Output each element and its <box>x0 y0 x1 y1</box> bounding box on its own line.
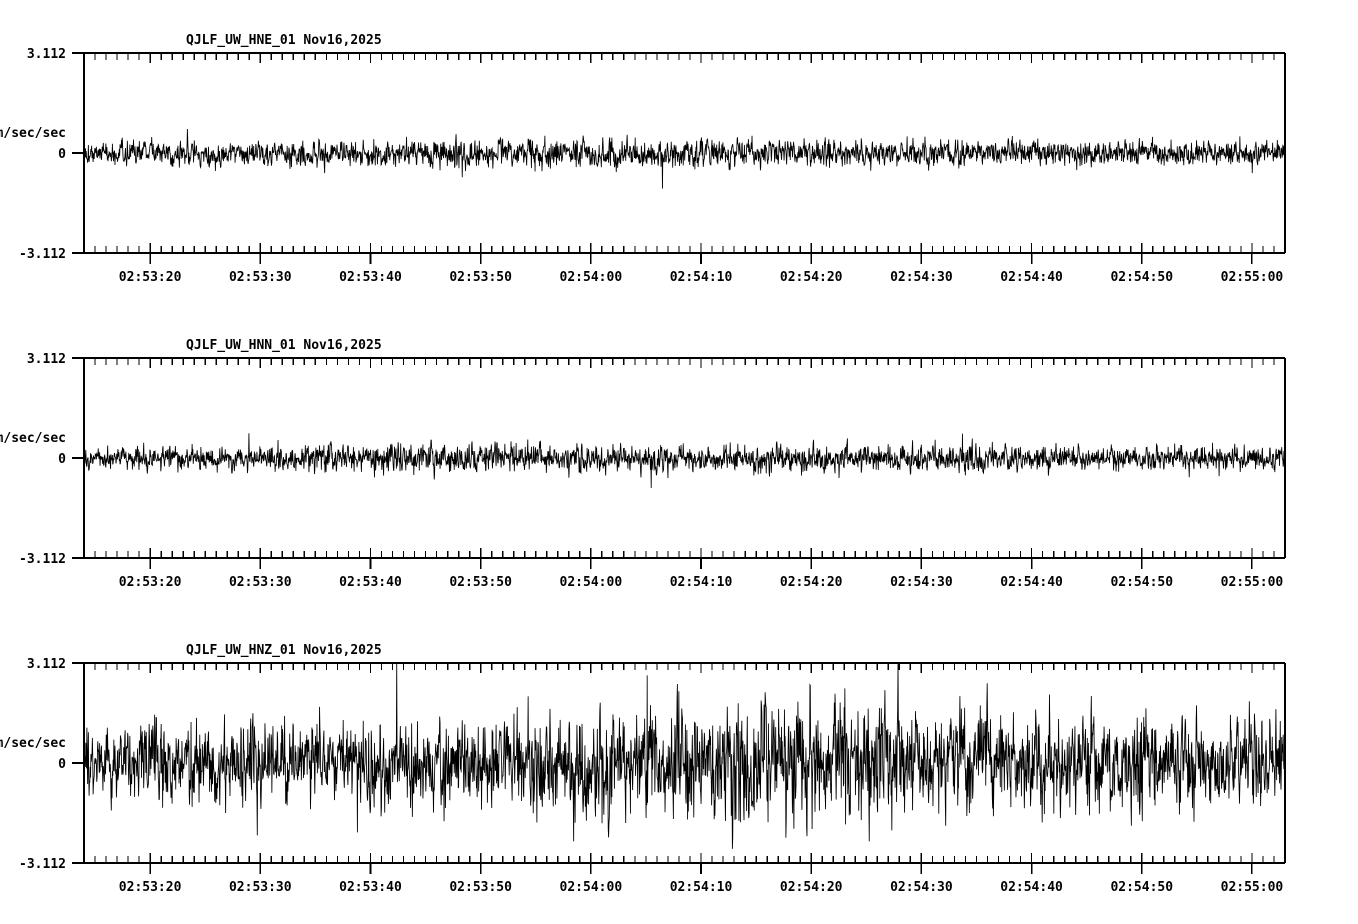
x-tick-label: 02:54:50 <box>1110 575 1173 590</box>
x-tick-label: 02:54:30 <box>890 575 953 590</box>
x-tick-label: 02:54:00 <box>560 270 623 285</box>
x-minor-ticks <box>83 358 1286 558</box>
trace-plot-hne: QJLF_UW_HNE_01 Nov16,2025 02:53:20 02:53:3… <box>0 33 1286 285</box>
x-major-ticks: 02:53:20 02:53:30 02:53:40 02:53:50 02:54:00… <box>119 863 1284 895</box>
x-tick-label: 02:53:30 <box>229 880 292 895</box>
x-minor-ticks <box>83 663 1286 863</box>
trace-title-hnn: QJLF_UW_HNN_01 Nov16,2025 <box>186 338 382 353</box>
y-axis-unit-label: cm/sec/sec <box>0 736 66 751</box>
x-tick-label: 02:53:40 <box>339 880 402 895</box>
x-tick-label: 02:53:30 <box>229 575 292 590</box>
waveform-trace-hnz <box>83 662 1286 849</box>
y-axis-unit-label: cm/sec/sec <box>0 431 66 446</box>
x-tick-label: 02:53:50 <box>449 880 512 895</box>
trace-panel-1: QJLF_UW_HNN_01 Nov16,2025 02:53:20 02:53:3… <box>0 305 1358 610</box>
y-tick-min-label: -3.112 <box>19 552 66 567</box>
trace-panel-0: QJLF_UW_HNE_01 Nov16,2025 02:53:20 02:53:3… <box>0 0 1358 305</box>
y-tick-zero-label: 0 <box>58 147 66 162</box>
x-tick-label: 02:54:40 <box>1000 880 1063 895</box>
y-tick-max-label: 3.112 <box>27 657 66 672</box>
waveform-trace-hne <box>83 128 1286 189</box>
trace-plot-hnz: QJLF_UW_HNZ_01 Nov16,2025 02:53:20 02:53:3… <box>0 643 1286 895</box>
x-tick-label: 02:54:10 <box>670 575 733 590</box>
y-tick-max-label: 3.112 <box>27 47 66 62</box>
x-tick-label: 02:54:20 <box>780 575 843 590</box>
waveform-trace-hnn <box>83 433 1286 488</box>
x-tick-label: 02:54:10 <box>670 880 733 895</box>
x-tick-label: 02:54:30 <box>890 270 953 285</box>
x-major-ticks: 02:53:20 02:53:30 02:53:40 02:53:50 02:54:00… <box>119 253 1284 285</box>
x-minor-ticks <box>83 53 1286 253</box>
x-tick-label: 02:54:00 <box>560 880 623 895</box>
x-tick-label: 02:54:40 <box>1000 270 1063 285</box>
x-tick-label: 02:55:00 <box>1221 270 1284 285</box>
x-tick-label: 02:55:00 <box>1221 575 1284 590</box>
trace-title-hne: QJLF_UW_HNE_01 Nov16,2025 <box>186 33 382 48</box>
x-tick-label: 02:53:20 <box>119 880 182 895</box>
trace-plot-hnn: QJLF_UW_HNN_01 Nov16,2025 02:53:20 02:53:3… <box>0 338 1286 590</box>
trace-panel-2: QJLF_UW_HNZ_01 Nov16,2025 02:53:20 02:53:3… <box>0 610 1358 915</box>
x-tick-label: 02:54:40 <box>1000 575 1063 590</box>
x-tick-label: 02:54:50 <box>1110 270 1173 285</box>
trace-title-hnz: QJLF_UW_HNZ_01 Nov16,2025 <box>186 643 382 658</box>
x-tick-label: 02:53:50 <box>449 270 512 285</box>
y-axis-unit-label: cm/sec/sec <box>0 126 66 141</box>
x-tick-label: 02:54:10 <box>670 270 733 285</box>
y-tick-max-label: 3.112 <box>27 352 66 367</box>
x-tick-label: 02:53:40 <box>339 270 402 285</box>
y-tick-zero-label: 0 <box>58 757 66 772</box>
x-tick-label: 02:54:00 <box>560 575 623 590</box>
y-tick-min-label: -3.112 <box>19 247 66 262</box>
x-tick-label: 02:53:40 <box>339 575 402 590</box>
x-tick-label: 02:54:30 <box>890 880 953 895</box>
x-tick-label: 02:53:20 <box>119 270 182 285</box>
x-tick-label: 02:54:50 <box>1110 880 1173 895</box>
x-tick-label: 02:53:20 <box>119 575 182 590</box>
x-tick-label: 02:55:00 <box>1221 880 1284 895</box>
x-tick-label: 02:54:20 <box>780 880 843 895</box>
y-tick-zero-label: 0 <box>58 452 66 467</box>
x-tick-label: 02:53:50 <box>449 575 512 590</box>
x-tick-label: 02:53:30 <box>229 270 292 285</box>
x-major-ticks: 02:53:20 02:53:30 02:53:40 02:53:50 02:54:00… <box>119 558 1284 590</box>
x-tick-label: 02:54:20 <box>780 270 843 285</box>
y-tick-min-label: -3.112 <box>19 857 66 872</box>
